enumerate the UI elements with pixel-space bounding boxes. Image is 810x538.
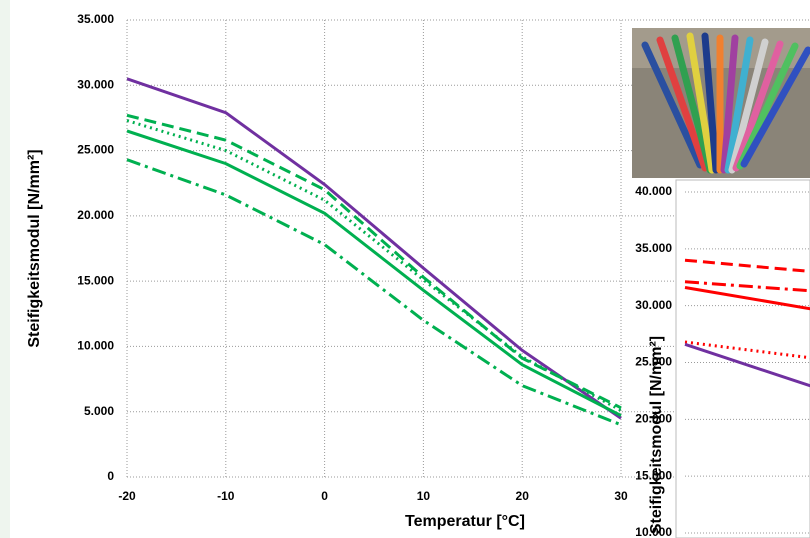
y-tick-label: 35.000: [635, 241, 672, 255]
data-line: [684, 342, 810, 388]
data-line: [684, 258, 810, 273]
x-tick-label: 20: [516, 489, 530, 503]
y-tick-label: 15.000: [635, 468, 672, 482]
y-tick-label: 30.000: [635, 298, 672, 312]
y-tick-label: 10.000: [77, 339, 114, 353]
data-line: [126, 119, 622, 412]
y-axis-title: Steifigkeitsmodul [N/mm²]: [648, 336, 665, 534]
y-tick-label: 0: [107, 469, 114, 483]
x-tick-label: 30: [614, 489, 628, 503]
data-line: [126, 113, 622, 410]
data-line: [126, 77, 622, 420]
y-axis-title: Steifigkeitsmodul [N/mm²]: [26, 149, 43, 347]
y-tick-label: 5.000: [84, 404, 114, 418]
left-strip: [0, 0, 10, 538]
x-tick-label: -10: [217, 489, 235, 503]
y-tick-label: 25.000: [77, 143, 114, 157]
data-line: [684, 280, 810, 293]
inset-chart: 10.000 15.000 20.000 25.000 30.000 35.000 40.0…: [635, 184, 810, 538]
x-tick-label: 0: [321, 489, 328, 503]
y-tick-label: 10.000: [635, 525, 672, 538]
y-tick-label: 15.000: [77, 273, 114, 287]
x-tick-label: 10: [417, 489, 431, 503]
y-tick-label: 20.000: [77, 208, 114, 222]
photo: [632, 28, 810, 178]
y-tick-label: 35.000: [77, 12, 114, 26]
y-tick-label: 20.000: [635, 412, 672, 426]
data-line: [684, 286, 810, 311]
x-tick-label: -20: [118, 489, 136, 503]
inset-chart-frame: [675, 179, 810, 538]
x-axis-title: Temperatur [°C]: [405, 513, 525, 530]
data-line: [126, 158, 622, 427]
y-tick-label: 40.000: [635, 184, 672, 198]
data-line: [126, 129, 622, 417]
y-tick-label: 30.000: [77, 77, 114, 91]
main-chart: 0 5.000 10.000 15.000 20.000 25.000 30.000 35.0…: [26, 12, 810, 530]
y-tick-label: 25.000: [635, 355, 672, 369]
